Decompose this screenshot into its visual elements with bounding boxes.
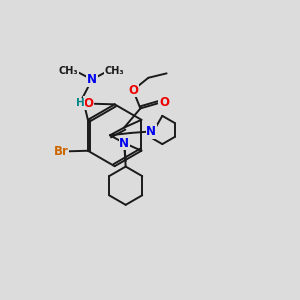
Text: O: O <box>84 97 94 110</box>
Text: O: O <box>159 96 169 109</box>
Text: CH₃: CH₃ <box>58 66 78 76</box>
Text: N: N <box>119 136 129 149</box>
Text: N: N <box>146 125 156 138</box>
Text: N: N <box>87 73 97 86</box>
Text: O: O <box>128 84 138 97</box>
Text: H: H <box>76 98 84 108</box>
Text: Br: Br <box>54 145 69 158</box>
Text: CH₃: CH₃ <box>105 66 124 76</box>
